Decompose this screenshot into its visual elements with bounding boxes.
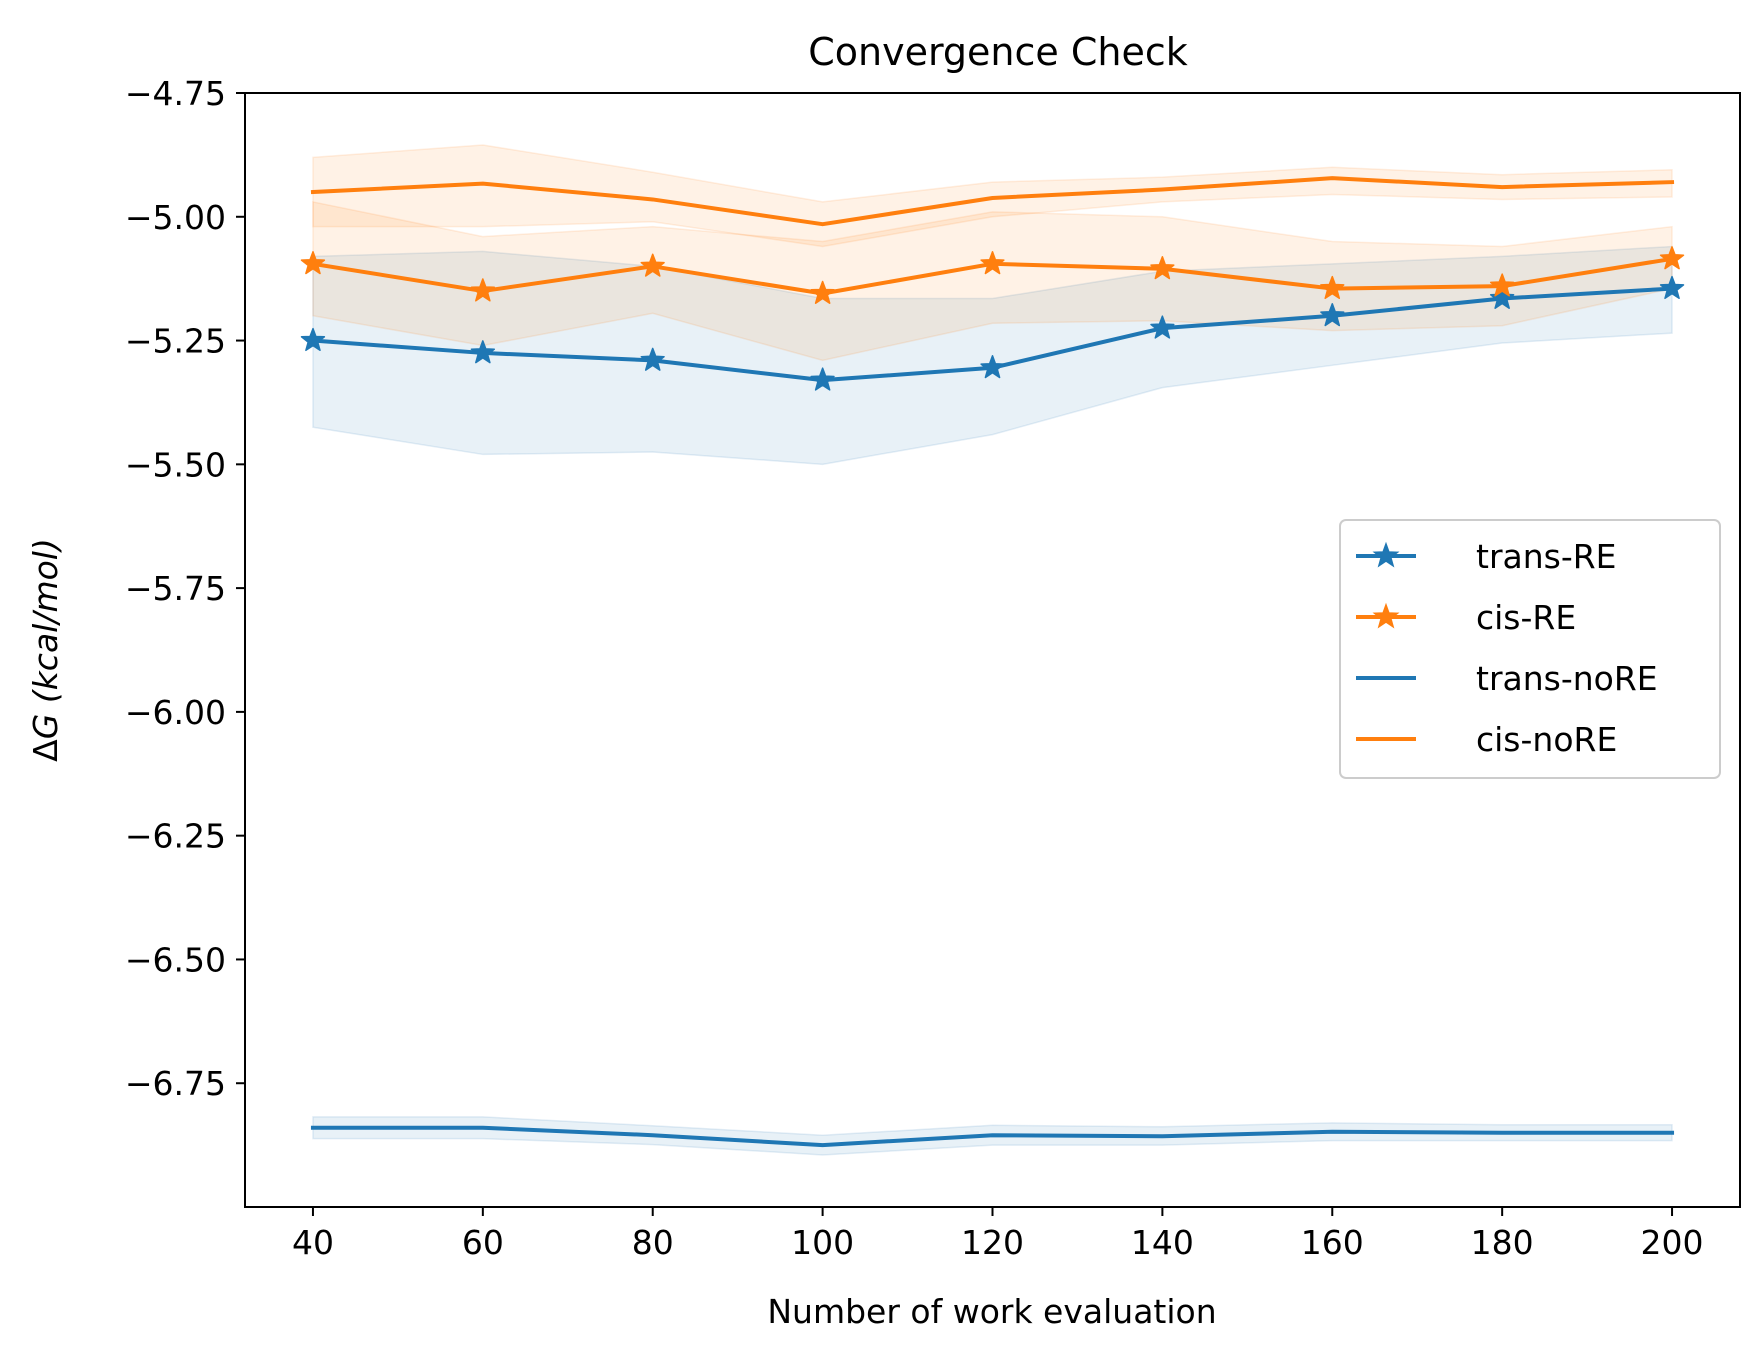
trans-re-point [1150,315,1175,339]
cis-re-point [1320,275,1345,300]
trans-re-point [640,347,665,371]
legend-box [1339,519,1721,779]
trans-re-point [470,340,496,364]
legend-cis-re-label: cis-RE [1476,598,1576,637]
trans-nore-line [310,1125,1675,1148]
cis-re-point [1150,256,1175,280]
cis-nore-band [312,144,1673,248]
trans-re-point [1320,303,1345,327]
trans-re-point [1489,285,1515,309]
x-tick-label: 60 [462,1223,504,1262]
legend-trans-nore-label: trans-noRE [1476,659,1658,698]
x-axis-ticks: 40 60 80 100 120 140 160 180 200 [292,1207,1704,1262]
y-axis-ticks: −4.75 −5.00 −5.25 −5.50 −5.75 −6.00 −6.25 −6.50… [125,74,245,1103]
y-axis-label-units: (kcal/mol) [26,538,65,714]
x-tick-label: 120 [961,1223,1024,1262]
trans-re-point [810,367,835,391]
x-tick-label: 160 [1301,1223,1364,1262]
x-tick-label: 80 [632,1223,674,1262]
y-tick-label: −6.75 [125,1064,226,1103]
x-tick-label: 100 [791,1223,854,1262]
cis-re-point [1659,246,1685,270]
trans-re-point [980,355,1005,379]
legend-trans-re-marker [1372,541,1400,568]
cis-re-point [640,253,665,277]
cis-nore-line [310,176,1675,227]
y-tick-label: −5.75 [125,569,226,608]
legend-cis-re-marker [1372,602,1400,629]
cis-re-point [470,278,496,302]
y-tick-label: −5.00 [125,198,226,237]
cis-re-point [1489,273,1515,297]
y-axis-label: ΔG (kcal/mol) [26,538,65,762]
x-tick-label: 200 [1641,1223,1704,1262]
y-tick-label: −4.75 [125,74,226,113]
x-tick-label: 180 [1471,1223,1534,1262]
legend: trans-RE cis-RE trans-noRE cis-noRE [1339,519,1721,779]
chart-title: Convergence Check [808,30,1188,74]
y-tick-label: −6.25 [125,817,226,856]
x-tick-label: 40 [292,1223,334,1262]
x-tick-label: 140 [1131,1223,1194,1262]
cis-re-point [300,251,326,275]
y-axis-label-delta: Δ [26,739,65,762]
series-markers [300,246,1685,391]
trans-re-point [1659,275,1685,300]
cis-re-point [810,280,835,304]
y-tick-label: −5.50 [125,445,226,484]
x-axis-label: Number of work evaluation [767,1292,1216,1331]
y-axis-label-g: G [26,714,65,740]
y-tick-label: −5.25 [125,322,226,361]
legend-trans-re-label: trans-RE [1476,537,1617,576]
y-tick-label: −6.00 [125,693,226,732]
trans-re-point [300,327,326,352]
cis-re-point [980,251,1005,275]
y-tick-label: −6.50 [125,940,226,979]
legend-cis-nore-label: cis-noRE [1476,720,1617,759]
